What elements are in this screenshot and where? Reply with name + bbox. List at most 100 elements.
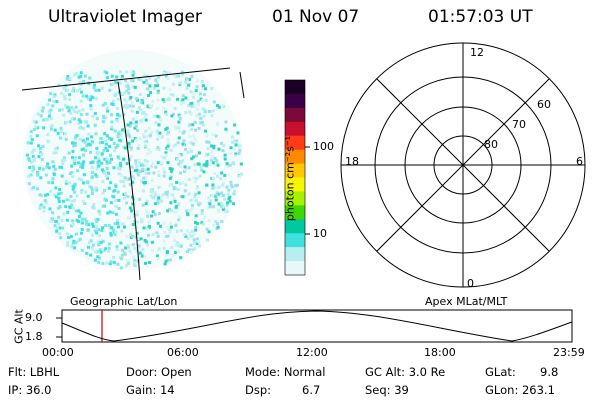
aurora-pixel bbox=[115, 248, 119, 252]
aurora-pixel bbox=[105, 159, 109, 163]
aurora-pixel bbox=[81, 139, 85, 143]
aurora-pixel bbox=[145, 159, 149, 163]
aurora-pixel bbox=[177, 202, 181, 206]
aurora-pixel bbox=[178, 116, 182, 120]
aurora-pixel bbox=[169, 225, 173, 229]
aurora-pixel bbox=[195, 222, 199, 226]
aurora-pixel bbox=[93, 258, 97, 262]
aurora-pixel bbox=[86, 124, 90, 128]
aurora-pixel bbox=[157, 185, 161, 189]
aurora-pixel bbox=[25, 153, 29, 157]
aurora-pixel bbox=[107, 246, 111, 250]
aurora-pixel bbox=[81, 94, 85, 98]
aurora-pixel bbox=[117, 225, 121, 229]
aurora-pixel bbox=[61, 226, 65, 230]
aurora-pixel bbox=[74, 105, 78, 109]
aurora-pixel bbox=[154, 165, 158, 169]
aurora-pixel bbox=[210, 155, 214, 159]
aurora-pixel bbox=[194, 89, 198, 93]
aurora-pixel bbox=[88, 143, 92, 147]
aurora-pixel bbox=[213, 156, 217, 160]
aurora-pixel bbox=[208, 110, 212, 114]
aurora-pixel bbox=[30, 151, 34, 155]
aurora-pixel bbox=[38, 147, 42, 151]
aurora-pixel bbox=[74, 135, 78, 139]
aurora-pixel bbox=[101, 114, 105, 118]
aurora-pixel bbox=[106, 149, 110, 153]
aurora-pixel bbox=[214, 134, 218, 138]
aurora-pixel bbox=[154, 84, 158, 88]
aurora-pixel bbox=[146, 167, 150, 171]
aurora-pixel bbox=[111, 99, 115, 103]
aurora-pixel bbox=[222, 143, 226, 147]
aurora-pixel bbox=[131, 73, 135, 77]
aurora-pixel bbox=[116, 135, 120, 139]
aurora-pixel bbox=[195, 85, 199, 89]
aurora-pixel bbox=[121, 222, 125, 226]
aurora-pixel bbox=[221, 207, 225, 211]
aurora-pixel bbox=[217, 185, 221, 189]
aurora-pixel bbox=[144, 202, 148, 206]
aurora-pixel bbox=[194, 214, 198, 218]
aurora-pixel bbox=[138, 93, 142, 97]
aurora-pixel bbox=[67, 151, 71, 155]
aurora-pixel bbox=[164, 153, 168, 157]
dsp-value: 6.7 bbox=[302, 383, 321, 397]
aurora-pixel bbox=[113, 189, 117, 193]
aurora-pixel bbox=[117, 132, 121, 136]
aurora-pixel bbox=[200, 209, 204, 213]
aurora-pixel bbox=[143, 74, 147, 78]
aurora-pixel bbox=[130, 78, 134, 82]
aurora-pixel bbox=[143, 180, 147, 184]
aurora-pixel bbox=[148, 104, 152, 108]
aurora-pixel bbox=[57, 196, 61, 200]
aurora-pixel bbox=[107, 224, 111, 228]
aurora-pixel bbox=[168, 98, 172, 102]
seq-field: Seq: 39 bbox=[365, 383, 409, 397]
aurora-pixel bbox=[181, 180, 185, 184]
aurora-pixel bbox=[123, 130, 127, 134]
aurora-pixel bbox=[80, 228, 84, 232]
aurora-pixel bbox=[220, 219, 224, 223]
aurora-pixel bbox=[143, 140, 147, 144]
aurora-pixel bbox=[68, 77, 72, 81]
color-bar-segment bbox=[285, 233, 305, 248]
aurora-pixel bbox=[174, 205, 178, 209]
orbit-time-2: 12:00 bbox=[296, 346, 328, 359]
aurora-pixel bbox=[77, 75, 81, 79]
aurora-pixel bbox=[46, 103, 50, 107]
aurora-pixel bbox=[79, 82, 83, 86]
aurora-pixel bbox=[138, 161, 142, 165]
date-label: 01 Nov 07 bbox=[272, 7, 360, 27]
aurora-pixel bbox=[165, 251, 169, 255]
aurora-pixel bbox=[48, 207, 52, 211]
aurora-pixel bbox=[172, 144, 176, 148]
aurora-pixel bbox=[158, 131, 162, 135]
aurora-pixel bbox=[151, 161, 155, 165]
aurora-pixel bbox=[197, 126, 201, 130]
aurora-pixel bbox=[71, 206, 75, 210]
aurora-pixel bbox=[96, 164, 100, 168]
aurora-pixel bbox=[129, 70, 133, 74]
aurora-pixel bbox=[117, 172, 121, 176]
aurora-pixel bbox=[71, 107, 75, 111]
aurora-pixel bbox=[97, 256, 101, 260]
aurora-pixel bbox=[195, 241, 199, 245]
aurora-pixel bbox=[101, 140, 105, 144]
aurora-pixel bbox=[104, 116, 108, 120]
aurora-pixel bbox=[29, 141, 33, 145]
aurora-pixel bbox=[175, 229, 179, 233]
aurora-pixel bbox=[174, 243, 178, 247]
aurora-pixel bbox=[147, 148, 151, 152]
aurora-pixel bbox=[42, 118, 46, 122]
aurora-pixel bbox=[133, 258, 137, 262]
aurora-pixel bbox=[82, 160, 86, 164]
aurora-pixel bbox=[46, 192, 50, 196]
aurora-pixel bbox=[51, 181, 55, 185]
colorbar-label-100: 100 bbox=[313, 140, 334, 153]
aurora-pixel bbox=[35, 134, 39, 138]
aurora-pixel bbox=[141, 248, 145, 252]
aurora-pixel bbox=[93, 156, 97, 160]
aurora-pixel bbox=[96, 218, 100, 222]
aurora-pixel bbox=[38, 166, 42, 170]
